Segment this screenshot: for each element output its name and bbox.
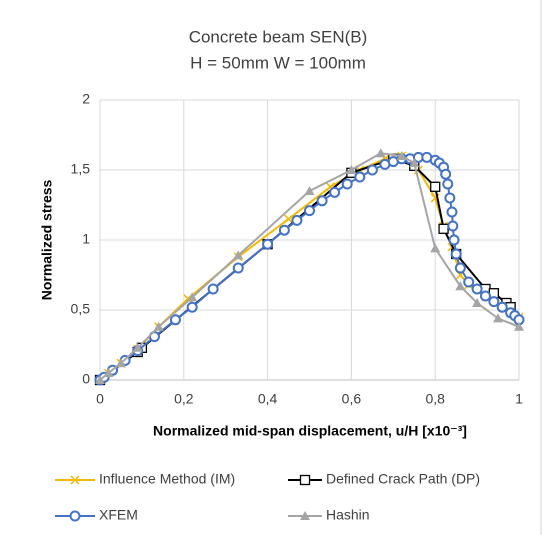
legend-marker xyxy=(300,511,310,520)
marker xyxy=(232,262,244,274)
marker xyxy=(454,262,466,274)
marker xyxy=(450,248,462,260)
marker xyxy=(233,250,244,260)
y-tick-label: 1,5 xyxy=(71,161,91,177)
marker xyxy=(169,314,181,326)
series xyxy=(95,148,524,384)
marker xyxy=(493,313,504,323)
legend-label: Defined Crack Path (DP) xyxy=(326,471,480,487)
y-tick-label: 0 xyxy=(82,371,90,387)
marker xyxy=(329,186,341,198)
marker xyxy=(440,168,452,180)
marker xyxy=(115,358,126,368)
marker xyxy=(304,186,315,195)
marker xyxy=(514,321,524,331)
marker xyxy=(448,234,460,246)
marker xyxy=(132,342,143,352)
x-tick-label: 0,2 xyxy=(174,391,194,407)
y-tick-label: 2 xyxy=(82,91,90,107)
marker xyxy=(316,195,328,207)
marker xyxy=(446,206,458,218)
marker xyxy=(354,171,366,183)
marker xyxy=(471,283,483,295)
legend-marker xyxy=(69,510,81,522)
legend-marker xyxy=(299,474,311,486)
legend-label: Influence Method (IM) xyxy=(99,471,235,487)
marker xyxy=(409,158,420,167)
marker xyxy=(153,321,164,331)
marker xyxy=(496,301,508,313)
marker xyxy=(262,238,274,250)
y-tick-label: 0,5 xyxy=(71,301,91,317)
x-tick-label: 0,6 xyxy=(342,391,362,407)
marker xyxy=(95,375,105,384)
marker xyxy=(346,165,357,174)
legend-label: XFEM xyxy=(99,507,138,523)
marker xyxy=(442,178,454,190)
marker xyxy=(396,151,407,160)
marker xyxy=(304,205,315,217)
marker xyxy=(430,181,441,192)
marker xyxy=(430,243,441,253)
series xyxy=(94,153,516,386)
x-tick-label: 0,8 xyxy=(425,391,445,407)
chart-title: H = 50mm W = 100mm xyxy=(190,53,366,72)
marker xyxy=(447,220,459,232)
x-tick-label: 0 xyxy=(96,391,104,407)
legend-marker xyxy=(70,475,80,485)
marker xyxy=(472,298,483,307)
marker xyxy=(186,301,198,313)
marker xyxy=(488,296,500,308)
marker xyxy=(375,148,386,158)
marker xyxy=(444,192,456,204)
marker xyxy=(187,292,198,302)
y-tick-label: 1 xyxy=(82,231,90,247)
legend-label: Hashin xyxy=(326,507,370,523)
marker xyxy=(207,283,219,295)
chart-title: Concrete beam SEN(B) xyxy=(189,27,368,46)
marker xyxy=(366,164,378,176)
x-tick-label: 1 xyxy=(515,391,523,407)
marker xyxy=(284,214,294,224)
marker xyxy=(291,214,303,226)
marker xyxy=(103,368,114,377)
marker xyxy=(463,276,475,288)
y-axis-label: Normalized stress xyxy=(39,179,55,300)
x-tick-label: 0,4 xyxy=(258,391,278,407)
marker xyxy=(438,223,449,234)
marker xyxy=(455,281,466,291)
marker xyxy=(341,178,353,190)
x-axis-label: Normalized mid-span displacement, u/H [x… xyxy=(153,423,467,439)
marker xyxy=(278,224,290,236)
marker xyxy=(479,290,491,302)
